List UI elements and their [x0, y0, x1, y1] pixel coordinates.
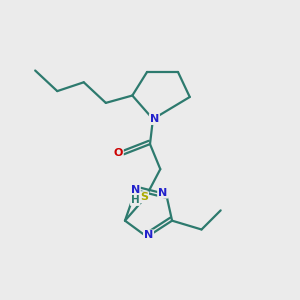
Text: O: O — [113, 148, 123, 158]
Text: H: H — [131, 195, 140, 205]
Text: N: N — [150, 114, 159, 124]
Text: N: N — [144, 230, 153, 240]
Text: N: N — [131, 185, 140, 195]
Text: N: N — [158, 188, 167, 198]
Text: S: S — [140, 192, 148, 202]
